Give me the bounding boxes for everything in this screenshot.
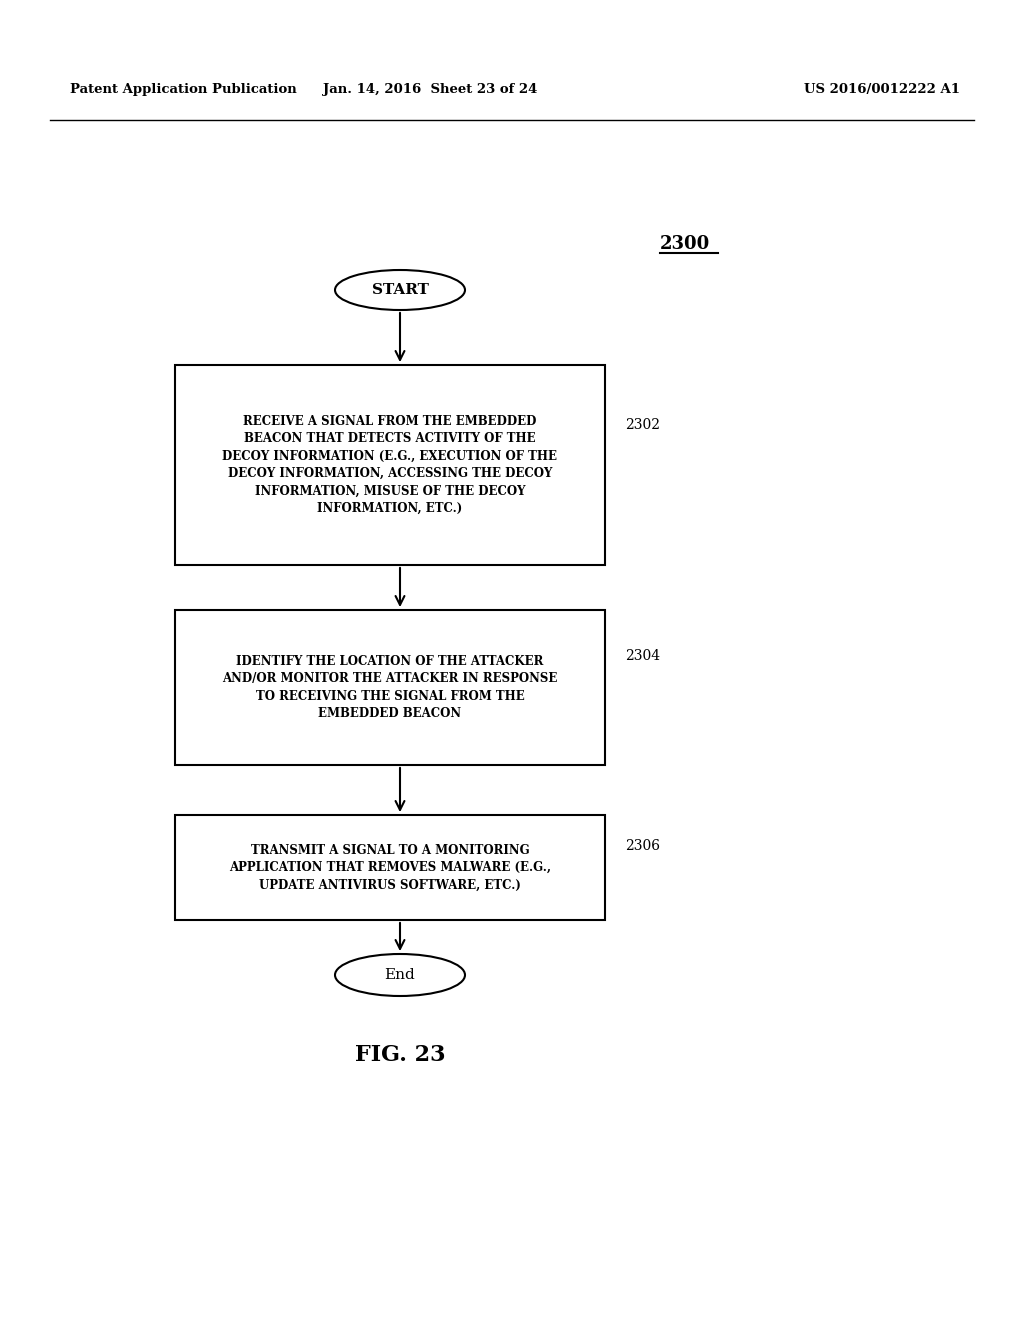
Ellipse shape — [335, 954, 465, 997]
Text: IDENTIFY THE LOCATION OF THE ATTACKER
AND/OR MONITOR THE ATTACKER IN RESPONSE
TO: IDENTIFY THE LOCATION OF THE ATTACKER AN… — [222, 655, 558, 721]
Text: TRANSMIT A SIGNAL TO A MONITORING
APPLICATION THAT REMOVES MALWARE (E.G.,
UPDATE: TRANSMIT A SIGNAL TO A MONITORING APPLIC… — [229, 843, 551, 891]
Text: Patent Application Publication: Patent Application Publication — [70, 83, 297, 96]
Text: Jan. 14, 2016  Sheet 23 of 24: Jan. 14, 2016 Sheet 23 of 24 — [323, 83, 538, 96]
FancyBboxPatch shape — [175, 610, 605, 766]
Text: 2302: 2302 — [625, 418, 660, 432]
Text: 2300: 2300 — [660, 235, 711, 253]
Text: End: End — [385, 968, 416, 982]
Ellipse shape — [335, 271, 465, 310]
Text: US 2016/0012222 A1: US 2016/0012222 A1 — [804, 83, 961, 96]
FancyBboxPatch shape — [175, 814, 605, 920]
Text: 2306: 2306 — [625, 840, 660, 854]
Text: FIG. 23: FIG. 23 — [354, 1044, 445, 1067]
Text: 2304: 2304 — [625, 649, 660, 664]
FancyBboxPatch shape — [175, 366, 605, 565]
Text: START: START — [372, 282, 428, 297]
Text: RECEIVE A SIGNAL FROM THE EMBEDDED
BEACON THAT DETECTS ACTIVITY OF THE
DECOY INF: RECEIVE A SIGNAL FROM THE EMBEDDED BEACO… — [222, 414, 557, 515]
